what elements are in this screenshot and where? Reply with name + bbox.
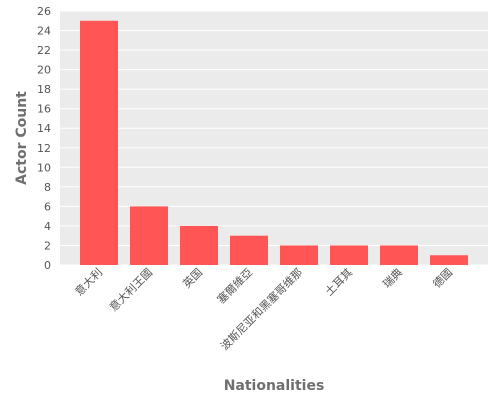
bar	[430, 255, 468, 265]
bars	[80, 20, 468, 266]
x-tick-label: 英国	[180, 265, 205, 290]
y-tick-label: 0	[44, 259, 51, 272]
y-tick-label: 26	[37, 5, 51, 18]
bar	[230, 235, 268, 265]
y-tick-label: 16	[37, 103, 51, 116]
bar	[80, 20, 118, 266]
bar	[280, 245, 318, 265]
bar	[130, 206, 168, 265]
x-tick-label: 德國	[430, 265, 455, 290]
y-tick-label: 10	[37, 161, 51, 174]
y-tick-label: 24	[37, 25, 51, 38]
y-tick-label: 6	[44, 200, 51, 213]
y-tick-label: 8	[44, 181, 51, 194]
y-tick-label: 18	[37, 83, 51, 96]
y-tick-label: 14	[37, 122, 51, 135]
y-axis-title: Actor Count	[14, 91, 30, 185]
plot-panel	[60, 11, 488, 265]
bar	[180, 225, 218, 265]
x-tick-label: 塞爾維亞	[214, 265, 255, 306]
y-tick-label: 4	[44, 220, 51, 233]
y-tick-label: 20	[37, 64, 51, 77]
x-tick-label: 波斯尼亚和黑塞哥维那	[217, 265, 305, 353]
x-tick-label: 土耳其	[323, 266, 356, 299]
x-tick-label: 意大利	[72, 265, 105, 298]
x-tick-label: 意大利王國	[106, 265, 155, 314]
y-tick-label: 22	[37, 44, 51, 57]
bar	[380, 245, 418, 265]
grid-lines	[60, 10, 488, 266]
bar	[330, 245, 368, 265]
y-tick-label: 12	[37, 142, 51, 155]
y-tick-label: 2	[44, 239, 51, 252]
x-tick-label: 瑞典	[380, 265, 405, 290]
x-axis-title: Nationalities	[224, 378, 325, 394]
